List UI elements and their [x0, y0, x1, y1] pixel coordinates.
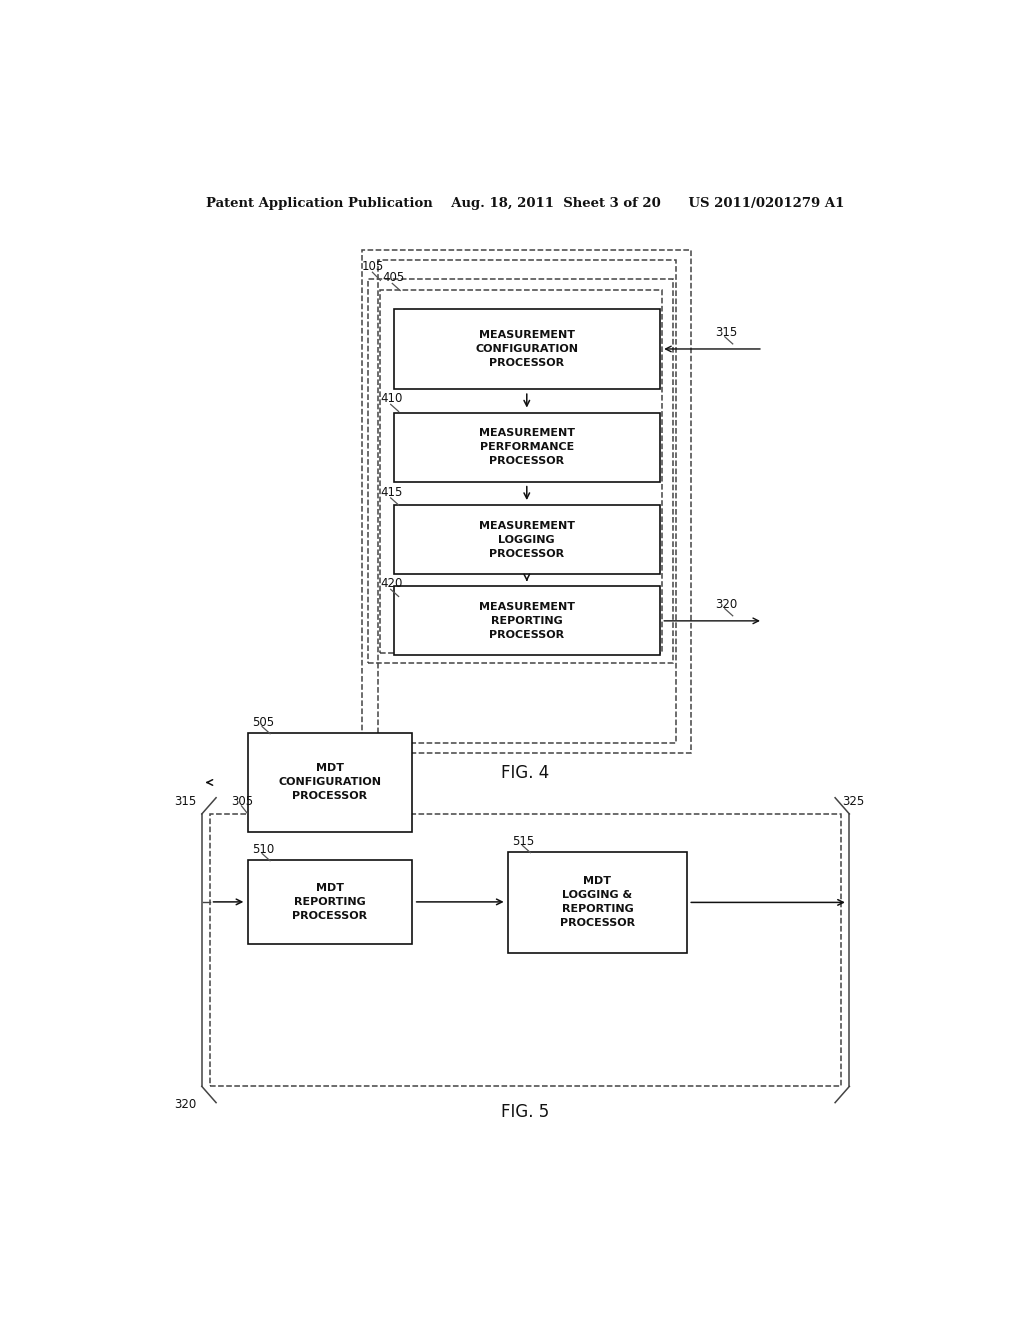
Text: MEASUREMENT
REPORTING
PROCESSOR: MEASUREMENT REPORTING PROCESSOR [479, 602, 574, 640]
Text: MDT
REPORTING
PROCESSOR: MDT REPORTING PROCESSOR [293, 883, 368, 921]
Text: MEASUREMENT
PERFORMANCE
PROCESSOR: MEASUREMENT PERFORMANCE PROCESSOR [479, 428, 574, 466]
Text: 320: 320 [715, 598, 737, 611]
Bar [210, 814, 842, 1086]
Bar [394, 412, 659, 482]
Text: FIG. 4: FIG. 4 [501, 764, 549, 783]
Text: 505: 505 [252, 715, 274, 729]
Text: 510: 510 [252, 842, 274, 855]
Text: FIG. 5: FIG. 5 [501, 1102, 549, 1121]
Bar [508, 851, 687, 953]
Text: 415: 415 [380, 486, 402, 499]
Text: 315: 315 [715, 326, 737, 339]
Text: 515: 515 [512, 834, 535, 847]
Text: MDT
CONFIGURATION
PROCESSOR: MDT CONFIGURATION PROCESSOR [279, 763, 382, 801]
Text: 305: 305 [231, 795, 253, 808]
Bar [394, 586, 659, 656]
Bar [394, 506, 659, 574]
Text: 405: 405 [382, 272, 404, 284]
Bar [369, 280, 673, 663]
Text: 315: 315 [174, 795, 197, 808]
Bar [248, 859, 412, 944]
Text: 325: 325 [842, 795, 864, 808]
Bar [394, 309, 659, 389]
Bar [362, 249, 691, 752]
Text: 410: 410 [380, 392, 402, 405]
Text: MEASUREMENT
CONFIGURATION
PROCESSOR: MEASUREMENT CONFIGURATION PROCESSOR [475, 330, 579, 368]
Text: Patent Application Publication    Aug. 18, 2011  Sheet 3 of 20      US 2011/0201: Patent Application Publication Aug. 18, … [206, 197, 844, 210]
Text: MEASUREMENT
LOGGING
PROCESSOR: MEASUREMENT LOGGING PROCESSOR [479, 520, 574, 558]
Text: 420: 420 [380, 577, 402, 590]
Bar [378, 260, 676, 743]
Bar [380, 289, 663, 653]
Text: 105: 105 [362, 260, 384, 273]
Text: 320: 320 [174, 1098, 197, 1110]
Text: MDT
LOGGING &
REPORTING
PROCESSOR: MDT LOGGING & REPORTING PROCESSOR [560, 876, 635, 928]
Bar [248, 733, 412, 833]
